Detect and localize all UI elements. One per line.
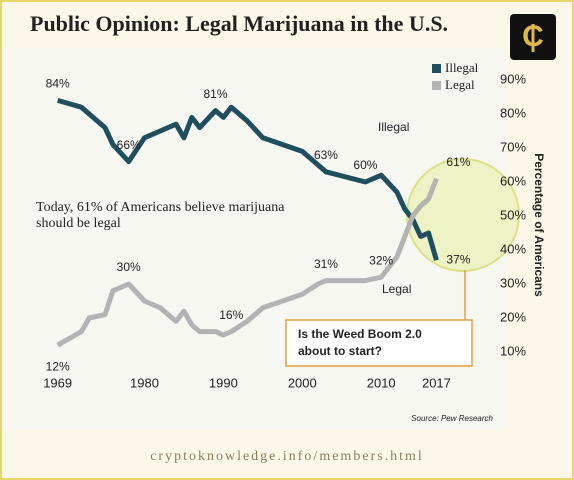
x-tick-label: 2000 <box>288 375 317 390</box>
callout-text: Is the Weed Boom 2.0 about to start? <box>298 327 422 358</box>
y-tick-label: 10% <box>500 343 526 358</box>
data-label: 63% <box>314 148 338 162</box>
y-tick-label: 30% <box>500 275 526 290</box>
x-tick-label: 1980 <box>130 375 159 390</box>
legend-label: Illegal <box>445 60 479 75</box>
y-tick-label: 70% <box>500 139 526 154</box>
legend-swatch <box>432 64 441 73</box>
y-tick-label: 60% <box>500 173 526 188</box>
data-label: 84% <box>46 77 70 91</box>
legend-swatch <box>432 81 441 90</box>
y-tick-label: 20% <box>500 309 526 324</box>
data-label: 12% <box>46 359 70 373</box>
y-tick-label: 80% <box>500 105 526 120</box>
y-tick-label: 90% <box>500 71 526 86</box>
data-label: 66% <box>117 138 141 152</box>
line-label: Legal <box>382 282 411 296</box>
x-tick-label: 1990 <box>209 375 238 390</box>
line <box>56 177 439 348</box>
chart-title: Public Opinion: Legal Marijuana in the U… <box>30 11 448 36</box>
x-tick-label: 2010 <box>367 375 396 390</box>
callout: Is the Weed Boom 2.0 about to start? <box>285 270 473 367</box>
data-label: 37% <box>446 252 470 266</box>
source: Source: Pew Research <box>411 414 493 423</box>
x-tick-label: 1969 <box>43 375 72 390</box>
data-label: 30% <box>117 260 141 274</box>
y-tick-label: 40% <box>500 241 526 256</box>
footer: cryptoknowledge.info/members.html <box>150 449 424 464</box>
data-label: 81% <box>203 87 227 101</box>
data-label: 61% <box>446 155 470 169</box>
data-label: 60% <box>353 158 377 172</box>
line-label: Illegal <box>378 120 409 134</box>
line <box>56 97 439 261</box>
data-label: 32% <box>369 253 393 267</box>
x-tick-label: 2017 <box>422 375 451 390</box>
data-label: 16% <box>219 308 243 322</box>
annotation: Today, 61% of Americans believe marijuan… <box>36 200 285 231</box>
legend-label: Legal <box>445 77 475 92</box>
y-tick-label: 50% <box>500 207 526 222</box>
y-axis-label: Percentage of Americans <box>532 153 546 297</box>
data-label: 31% <box>314 257 338 271</box>
logo: C <box>510 14 556 60</box>
